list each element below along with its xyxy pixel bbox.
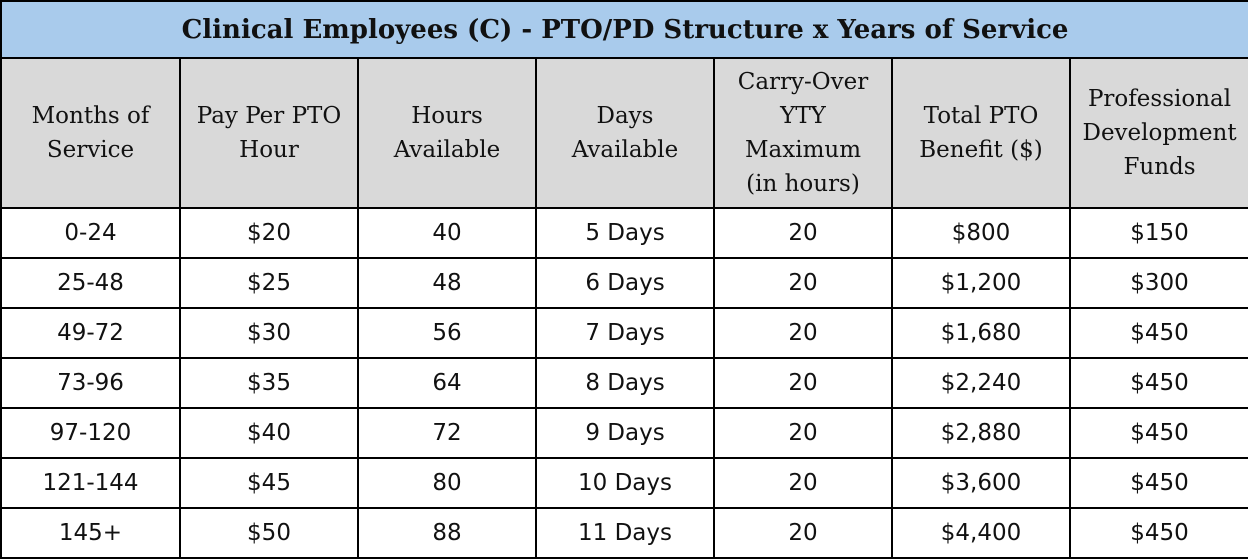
cell-pay: $40 bbox=[179, 407, 359, 459]
table-row: 73-96 $35 64 8 Days 20 $2,240 $450 bbox=[0, 357, 1248, 409]
header-line: Development bbox=[1082, 120, 1237, 146]
cell-months: 121-144 bbox=[0, 457, 181, 509]
cell-days: 5 Days bbox=[535, 207, 715, 259]
table-title: Clinical Employees (C) - PTO/PD Structur… bbox=[0, 0, 1248, 59]
cell-carry-over: 20 bbox=[713, 307, 893, 359]
cell-months: 145+ bbox=[0, 507, 181, 559]
cell-days: 7 Days bbox=[535, 307, 715, 359]
header-months-of-service: Months of Service bbox=[0, 57, 181, 209]
cell-days: 8 Days bbox=[535, 357, 715, 409]
header-line: Months of bbox=[31, 103, 150, 129]
cell-pd-funds: $450 bbox=[1068, 507, 1248, 559]
cell-hours: 48 bbox=[357, 257, 537, 309]
cell-carry-over: 20 bbox=[713, 507, 893, 559]
cell-months: 97-120 bbox=[0, 407, 181, 459]
header-line: Benefit ($) bbox=[919, 137, 1043, 163]
header-line: Professional bbox=[1087, 86, 1232, 112]
cell-total-benefit: $1,200 bbox=[891, 257, 1071, 309]
table-row: 97-120 $40 72 9 Days 20 $2,880 $450 bbox=[0, 407, 1248, 459]
cell-pd-funds: $450 bbox=[1068, 307, 1248, 359]
header-line: Maximum bbox=[744, 137, 862, 163]
header-line: Funds bbox=[1123, 154, 1196, 180]
cell-total-benefit: $4,400 bbox=[891, 507, 1071, 559]
header-line: Total PTO bbox=[923, 103, 1039, 129]
cell-days: 9 Days bbox=[535, 407, 715, 459]
title-row: Clinical Employees (C) - PTO/PD Structur… bbox=[0, 0, 1248, 59]
cell-total-benefit: $2,240 bbox=[891, 357, 1071, 409]
header-line: Hours bbox=[411, 103, 483, 129]
header-line: Service bbox=[46, 137, 135, 163]
cell-carry-over: 20 bbox=[713, 457, 893, 509]
table-row: 145+ $50 88 11 Days 20 $4,400 $450 bbox=[0, 507, 1248, 559]
cell-hours: 80 bbox=[357, 457, 537, 509]
cell-pd-funds: $150 bbox=[1068, 207, 1248, 259]
cell-carry-over: 20 bbox=[713, 357, 893, 409]
header-line: Available bbox=[393, 137, 501, 163]
header-line: (in hours) bbox=[746, 171, 860, 197]
cell-months: 0-24 bbox=[0, 207, 181, 259]
header-line: Days bbox=[596, 103, 654, 129]
cell-pay: $20 bbox=[179, 207, 359, 259]
cell-pay: $30 bbox=[179, 307, 359, 359]
header-line: YTY bbox=[780, 103, 826, 129]
cell-pay: $35 bbox=[179, 357, 359, 409]
cell-total-benefit: $3,600 bbox=[891, 457, 1071, 509]
cell-total-benefit: $800 bbox=[891, 207, 1071, 259]
cell-pay: $45 bbox=[179, 457, 359, 509]
header-hours-available: Hours Available bbox=[357, 57, 537, 209]
header-line: Carry-Over bbox=[737, 69, 869, 95]
header-days-available: Days Available bbox=[535, 57, 715, 209]
cell-days: 6 Days bbox=[535, 257, 715, 309]
cell-days: 11 Days bbox=[535, 507, 715, 559]
cell-hours: 56 bbox=[357, 307, 537, 359]
table-row: 121-144 $45 80 10 Days 20 $3,600 $450 bbox=[0, 457, 1248, 509]
cell-pay: $50 bbox=[179, 507, 359, 559]
cell-days: 10 Days bbox=[535, 457, 715, 509]
cell-pd-funds: $300 bbox=[1068, 257, 1248, 309]
cell-carry-over: 20 bbox=[713, 257, 893, 309]
table-row: 25-48 $25 48 6 Days 20 $1,200 $300 bbox=[0, 257, 1248, 309]
cell-hours: 64 bbox=[357, 357, 537, 409]
cell-hours: 72 bbox=[357, 407, 537, 459]
table-row: 0-24 $20 40 5 Days 20 $800 $150 bbox=[0, 207, 1248, 259]
header-carry-over-maximum: Carry-Over YTY Maximum (in hours) bbox=[713, 57, 893, 209]
table-row: 49-72 $30 56 7 Days 20 $1,680 $450 bbox=[0, 307, 1248, 359]
header-professional-development-funds: Professional Development Funds bbox=[1068, 57, 1248, 209]
cell-months: 49-72 bbox=[0, 307, 181, 359]
cell-pd-funds: $450 bbox=[1068, 407, 1248, 459]
header-line: Hour bbox=[239, 137, 299, 163]
cell-carry-over: 20 bbox=[713, 207, 893, 259]
header-total-pto-benefit: Total PTO Benefit ($) bbox=[891, 57, 1071, 209]
cell-pd-funds: $450 bbox=[1068, 357, 1248, 409]
cell-pay: $25 bbox=[179, 257, 359, 309]
cell-hours: 88 bbox=[357, 507, 537, 559]
cell-pd-funds: $450 bbox=[1068, 457, 1248, 509]
header-pay-per-pto-hour: Pay Per PTO Hour bbox=[179, 57, 359, 209]
header-line: Pay Per PTO bbox=[196, 103, 342, 129]
header-row: Months of Service Pay Per PTO Hour Hours… bbox=[0, 57, 1248, 209]
cell-hours: 40 bbox=[357, 207, 537, 259]
cell-total-benefit: $2,880 bbox=[891, 407, 1071, 459]
cell-carry-over: 20 bbox=[713, 407, 893, 459]
header-line: Available bbox=[571, 137, 679, 163]
cell-months: 73-96 bbox=[0, 357, 181, 409]
cell-total-benefit: $1,680 bbox=[891, 307, 1071, 359]
cell-months: 25-48 bbox=[0, 257, 181, 309]
